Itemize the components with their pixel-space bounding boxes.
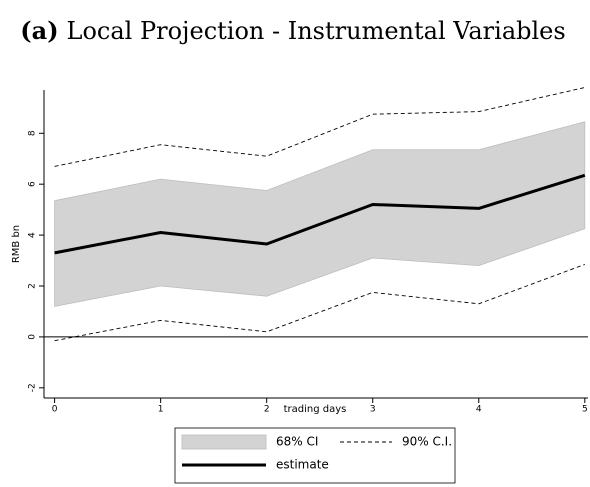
y-tick-label: 2 <box>28 283 38 289</box>
x-tick-label: 5 <box>582 405 588 415</box>
legend-swatch <box>181 434 267 450</box>
y-axis-label: RMB bn <box>11 225 22 263</box>
chart-title: (a) Local Projection - Instrumental Varia… <box>20 16 565 45</box>
y-tick-label: 6 <box>28 181 38 187</box>
legend-label: 90% C.I. <box>402 435 452 449</box>
x-tick-label: 3 <box>370 405 376 415</box>
legend-label: 68% CI <box>276 435 318 449</box>
legend-label: estimate <box>276 458 329 472</box>
panel-label: (a) <box>20 16 58 45</box>
estimate-line <box>54 173 586 255</box>
y-tick-label: -2 <box>28 383 38 392</box>
x-axis-label: trading days <box>284 404 347 415</box>
y-tick-label: 4 <box>28 232 38 238</box>
x-tick-label: 0 <box>52 405 58 415</box>
ci-band <box>54 121 586 307</box>
x-tick-label: 2 <box>264 405 270 415</box>
x-tick-label: 4 <box>476 405 482 415</box>
y-tick-label: 0 <box>28 334 38 340</box>
x-tick-label: 1 <box>158 405 164 415</box>
y-tick-label: 8 <box>28 130 38 136</box>
title-text: Local Projection - Instrumental Variable… <box>67 17 566 45</box>
